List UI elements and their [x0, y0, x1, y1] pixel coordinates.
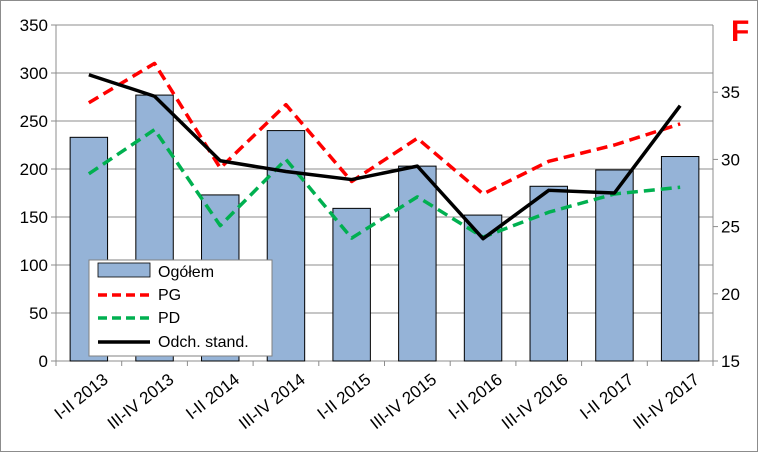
- x-tick-label: III-IV 2014: [235, 370, 309, 433]
- bar: [332, 207, 371, 362]
- right-tick-label: 20: [721, 285, 740, 304]
- right-tick-label: 25: [721, 218, 740, 237]
- legend-label-pd: PD: [158, 310, 180, 327]
- bar: [595, 169, 634, 362]
- x-tick-label: III-IV 2013: [104, 370, 178, 433]
- left-tick-label: 100: [20, 256, 48, 275]
- x-tick-label: III-IV 2015: [367, 370, 441, 433]
- right-tick-label: 30: [721, 150, 740, 169]
- x-tick-label: III-IV 2016: [498, 370, 572, 433]
- bar: [266, 130, 306, 362]
- left-tick-label: 200: [20, 160, 48, 179]
- series-line: [87, 127, 681, 240]
- legend-label-odch-stand: Odch. stand.: [158, 334, 249, 351]
- right-tick-label: 35: [721, 83, 740, 102]
- bar: [660, 156, 700, 362]
- x-tick-label: I-II 2014: [182, 370, 243, 423]
- x-tick-label: III-IV 2017: [629, 370, 703, 433]
- right-axis: 15 20 25 30 35: [712, 25, 740, 371]
- right-tick-label: 15: [721, 352, 740, 371]
- series-line: [88, 73, 682, 241]
- left-tick-label: 50: [29, 304, 48, 323]
- x-tick-label: I-II 2013: [51, 370, 112, 423]
- x-tick-label: I-II 2017: [576, 370, 637, 423]
- legend-label-pg: PG: [158, 287, 181, 304]
- x-tick-label: I-II 2016: [445, 370, 506, 423]
- series-lines: [87, 61, 682, 241]
- left-tick-label: 350: [20, 16, 48, 35]
- corner-label: F: [731, 15, 749, 48]
- left-axis: 0 50 100 150 200 250 300 350: [20, 16, 57, 371]
- legend-label-ogolem: Ogółem: [158, 264, 214, 281]
- left-tick-label: 150: [20, 208, 48, 227]
- left-tick-label: 0: [39, 352, 48, 371]
- left-tick-label: 300: [20, 64, 48, 83]
- x-tick-label: I-II 2015: [314, 370, 375, 423]
- legend-swatch-ogolem: [97, 262, 151, 278]
- legend: Ogółem PG PD Odch. stand.: [88, 259, 273, 357]
- series-line: [87, 61, 681, 196]
- left-tick-label: 250: [20, 112, 48, 131]
